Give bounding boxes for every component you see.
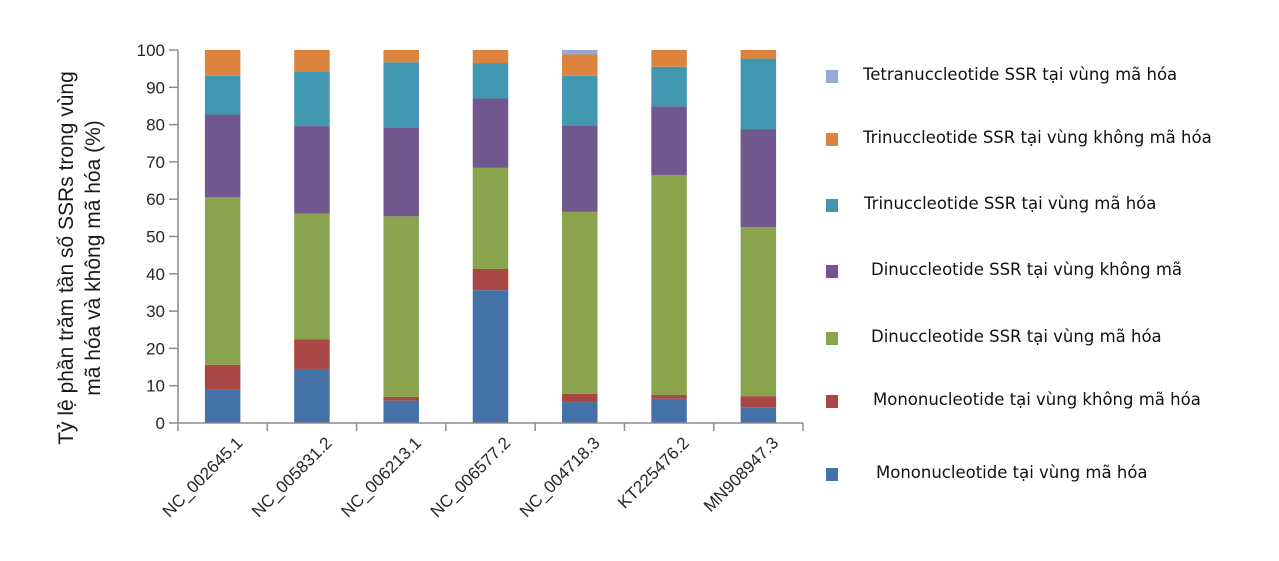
bar-segment: [204, 114, 241, 198]
legend-label: Dinuccleotide SSR tại vùng không mã: [871, 260, 1183, 279]
bar-segment: [204, 389, 241, 423]
bar-segment: [651, 174, 687, 396]
y-tick-label: 0: [156, 414, 165, 433]
bar-segment: [562, 211, 598, 394]
y-tick-label: 100: [137, 41, 165, 60]
bar-segment: [383, 396, 419, 401]
y-tick-label: 90: [146, 78, 165, 97]
y-tick-label: 60: [146, 190, 165, 209]
y-tick-label: 50: [146, 228, 165, 247]
legend-swatch: [826, 198, 838, 212]
x-tick-label: NC_002645.1: [159, 433, 247, 521]
legend-item: Trinuccleotide SSR tại vùng mã hóa: [826, 193, 1276, 217]
bar-segment: [472, 268, 509, 291]
x-tick-label: NC_006213.1: [337, 433, 425, 521]
legend: Tetranuccleotide SSR tại vùng mã hóa Trin…: [826, 0, 1276, 561]
y-axis: 0 10 20 30 40 50 60 70 80 90 100: [137, 41, 179, 433]
bar-segment: [651, 398, 687, 423]
y-axis-label-line-2: mã hóa và không mã hóa (%): [82, 120, 105, 395]
bar-segment: [204, 197, 241, 365]
bar-segment: [562, 75, 598, 126]
bar-stack: [562, 50, 598, 423]
bar-segment: [294, 213, 330, 340]
y-tick-label: 80: [146, 116, 165, 135]
y-tick-label: 10: [146, 377, 165, 396]
y-axis-label-line-1: Tỷ lệ phần trăm tần số SSRs trong vùng: [55, 71, 78, 445]
legend-item: Trinuccleotide SSR tại vùng không mã hóa: [826, 127, 1276, 151]
bar-segment: [294, 50, 330, 73]
y-tick-label: 20: [146, 339, 165, 358]
x-tick-label: NC_004718.3: [516, 433, 604, 521]
bar-stack: [294, 50, 330, 423]
x-tick-label: MN908947.3: [700, 433, 782, 515]
y-tick-label: 40: [146, 265, 165, 284]
legend-label: Dinuccleotide SSR tại vùng mã hóa: [871, 327, 1162, 346]
bar-segment: [740, 227, 777, 397]
bar-segment: [562, 125, 598, 212]
bar-stack: [740, 50, 777, 423]
bar-segment: [472, 50, 509, 64]
bar-stack: [383, 50, 419, 423]
bar-segment: [383, 127, 419, 217]
bar-segment: [472, 290, 509, 423]
y-axis-label: Tỷ lệ phần trăm tần số SSRs trong vùng m…: [55, 71, 105, 445]
bar-segment: [562, 393, 598, 403]
stacked-bar-chart: Tỷ lệ phần trăm tần số SSRs trong vùng m…: [55, 41, 804, 521]
bar-segment: [740, 396, 777, 408]
bar-segment: [740, 129, 777, 228]
legend-swatch: [826, 394, 838, 408]
legend-swatch: [826, 132, 838, 146]
bar-segment: [472, 63, 509, 99]
bar-stack: [651, 50, 687, 423]
x-tick-label: NC_005831.2: [248, 433, 336, 521]
bar-segment: [383, 62, 419, 128]
y-tick-label: 30: [146, 302, 165, 321]
bar-segment: [740, 407, 777, 423]
bar-segment: [562, 402, 598, 423]
bar-segment: [204, 364, 241, 390]
bar-segment: [472, 167, 509, 269]
x-axis: NC_002645.1 NC_005831.2 NC_006213.1 NC_0065…: [159, 422, 804, 521]
bar-segment: [651, 50, 687, 67]
legend-item: Dinuccleotide SSR tại vùng không mã: [826, 259, 1276, 283]
legend-swatch: [826, 264, 838, 278]
legend-label: Mononucleotide tại vùng mã hóa: [876, 463, 1148, 482]
bar-segment: [294, 126, 330, 214]
bar-segment: [651, 395, 687, 399]
bar-stack: [204, 50, 241, 423]
bar-segment: [204, 50, 241, 76]
bar-segment: [651, 66, 687, 107]
legend-swatch: [826, 467, 838, 481]
bar-segment: [383, 400, 419, 423]
legend-item: Dinuccleotide SSR tại vùng mã hóa: [826, 326, 1276, 350]
legend-label: Trinuccleotide SSR tại vùng không mã hóa: [863, 128, 1212, 147]
bar-segment: [294, 72, 330, 127]
bar-segment: [740, 58, 777, 130]
x-tick-label: KT225476.2: [614, 433, 693, 512]
legend-item: Mononucleotide tại vùng không mã hóa: [826, 389, 1276, 413]
bar-segment: [294, 339, 330, 369]
y-tick-label: 70: [146, 153, 165, 172]
legend-swatch: [826, 331, 838, 345]
legend-swatch: [826, 69, 838, 83]
legend-label: Mononucleotide tại vùng không mã hóa: [873, 390, 1201, 409]
legend-label: Tetranuccleotide SSR tại vùng mã hóa: [863, 65, 1178, 84]
bar-segment: [472, 98, 509, 168]
bar-stack: [472, 50, 509, 423]
bar-segment: [651, 106, 687, 175]
legend-item: Mononucleotide tại vùng mã hóa: [826, 462, 1276, 486]
bar-segment: [294, 368, 330, 423]
bar-segment: [383, 50, 419, 63]
legend-item: Tetranuccleotide SSR tại vùng mã hóa: [826, 64, 1276, 88]
bars: [204, 50, 777, 423]
bar-segment: [204, 75, 241, 115]
bar-segment: [562, 50, 598, 55]
bar-segment: [740, 50, 777, 59]
bar-segment: [383, 216, 419, 397]
bar-segment: [562, 54, 598, 76]
x-tick-label: NC_006577.2: [427, 433, 515, 521]
legend-label: Trinuccleotide SSR tại vùng mã hóa: [864, 194, 1157, 213]
